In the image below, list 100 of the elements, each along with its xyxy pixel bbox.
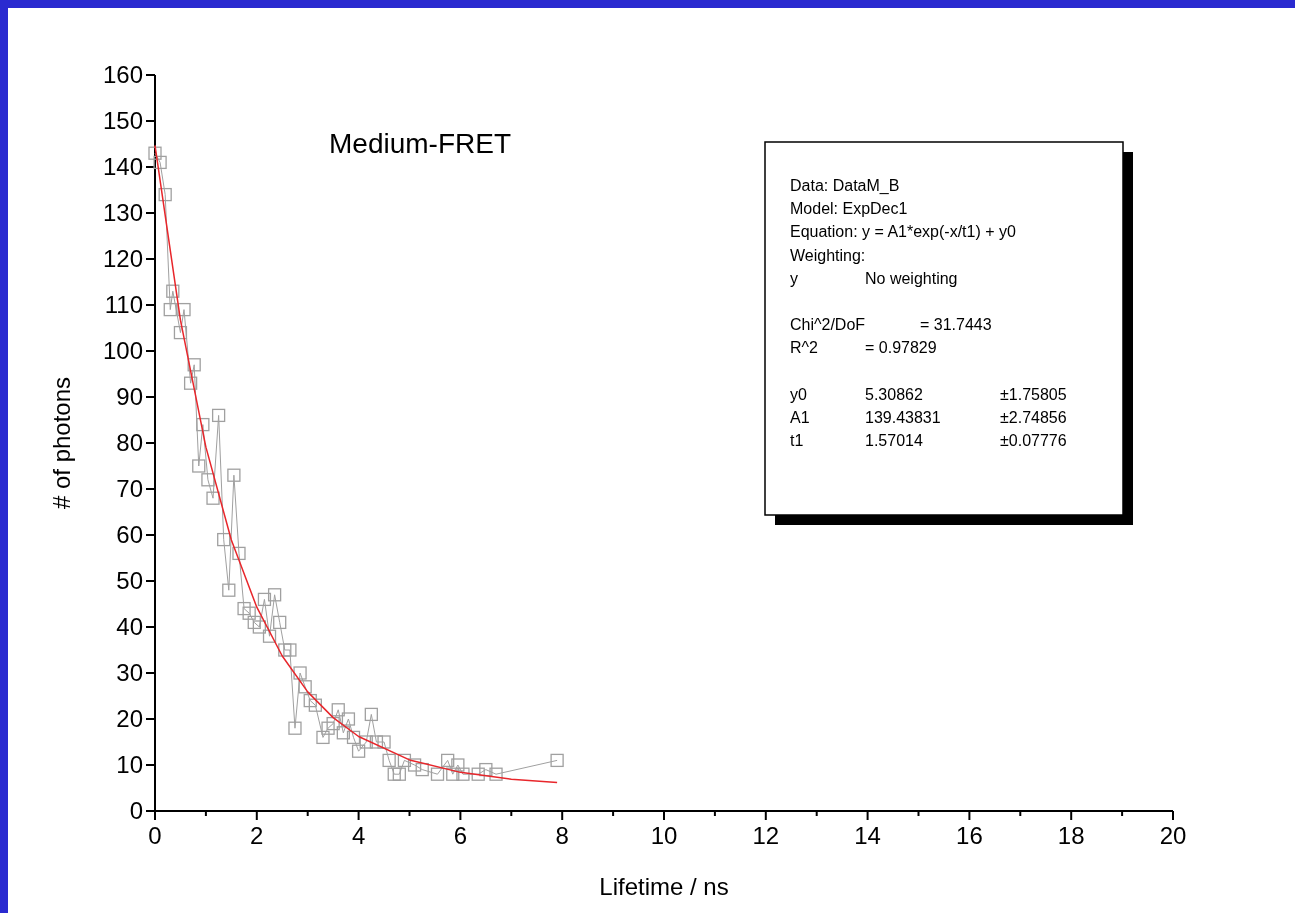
point bbox=[392, 767, 406, 781]
x-tick-label: 6 bbox=[453, 822, 468, 849]
point bbox=[288, 721, 302, 735]
y-tick-label: 0 bbox=[129, 797, 143, 824]
point bbox=[252, 620, 266, 634]
point bbox=[382, 753, 396, 768]
point bbox=[321, 721, 335, 735]
point bbox=[217, 532, 231, 547]
point bbox=[336, 726, 350, 740]
point bbox=[298, 680, 312, 694]
point bbox=[341, 712, 356, 726]
x-tick-label: 14 bbox=[854, 822, 881, 849]
point bbox=[331, 703, 345, 717]
annotation: Model: ExpDec1 bbox=[790, 200, 908, 218]
annotation: Weighting: bbox=[790, 246, 866, 264]
x-tick-label: 0 bbox=[148, 822, 162, 849]
point bbox=[232, 546, 246, 561]
point bbox=[237, 601, 251, 616]
annotation: Data: DataM_B bbox=[790, 177, 900, 195]
point bbox=[397, 753, 412, 768]
y-tick-label: 60 bbox=[116, 521, 143, 548]
point bbox=[192, 459, 206, 473]
point bbox=[446, 767, 460, 781]
point bbox=[278, 643, 292, 657]
text: t1 1.57014 ±0.07776 bbox=[790, 432, 1067, 450]
point bbox=[187, 358, 201, 372]
y-tick-label: 40 bbox=[116, 613, 143, 640]
x-tick-label: 8 bbox=[555, 822, 569, 849]
x-tick-label: 4 bbox=[351, 822, 366, 849]
y-tick-label: 70 bbox=[116, 475, 143, 502]
point bbox=[326, 716, 340, 731]
point bbox=[227, 468, 241, 482]
point bbox=[267, 588, 282, 602]
x-tick-label: 10 bbox=[650, 822, 678, 849]
point bbox=[303, 693, 317, 708]
point bbox=[308, 698, 322, 712]
x-tick-label: 16 bbox=[956, 822, 983, 849]
x-tick-label: 20 bbox=[1159, 822, 1187, 849]
point bbox=[369, 735, 384, 749]
point bbox=[222, 583, 236, 597]
x-tick-label: 18 bbox=[1057, 822, 1085, 849]
point bbox=[283, 643, 297, 657]
point bbox=[206, 491, 220, 505]
y-tick-label: 90 bbox=[116, 383, 143, 410]
point bbox=[247, 615, 261, 630]
point bbox=[346, 730, 361, 745]
y-tick-label: 150 bbox=[102, 107, 143, 134]
point bbox=[173, 325, 188, 340]
y-axis-title: # of photons bbox=[48, 376, 75, 510]
point bbox=[166, 284, 180, 298]
point bbox=[316, 730, 330, 745]
y-tick-label: 20 bbox=[116, 705, 143, 732]
y-tick-label: 80 bbox=[116, 429, 143, 456]
text: y0 5.30862 ±1.75805 bbox=[790, 385, 1067, 403]
point bbox=[177, 302, 191, 317]
point bbox=[211, 408, 226, 423]
point bbox=[550, 753, 564, 768]
text: Medium-FRET bbox=[328, 128, 512, 159]
point bbox=[351, 744, 366, 758]
point bbox=[407, 758, 422, 772]
text: R^2 = 0.97829 bbox=[790, 339, 937, 357]
x-axis-title: Lifetime / ns bbox=[599, 873, 729, 900]
y-tick-label: 140 bbox=[102, 153, 143, 180]
y-tick-label: 10 bbox=[116, 751, 143, 778]
point bbox=[377, 735, 391, 749]
point bbox=[201, 473, 215, 487]
point bbox=[158, 187, 172, 202]
point bbox=[196, 417, 210, 432]
point bbox=[471, 767, 485, 781]
point bbox=[242, 606, 256, 620]
point bbox=[430, 767, 445, 781]
point bbox=[183, 376, 198, 390]
x-tick-label: 12 bbox=[752, 822, 780, 849]
point bbox=[451, 758, 465, 772]
point bbox=[441, 753, 455, 768]
y-tick-label: 110 bbox=[104, 291, 143, 318]
point bbox=[387, 767, 401, 781]
text: A1 139.43831 ±2.74856 bbox=[790, 409, 1067, 426]
y-tick-label: 120 bbox=[102, 245, 143, 272]
x-tick-label: 2 bbox=[250, 822, 264, 849]
y-tick-label: 160 bbox=[102, 61, 143, 88]
y-tick-label: 50 bbox=[116, 567, 143, 594]
point bbox=[489, 767, 503, 781]
point bbox=[257, 592, 272, 607]
y-tick-label: 100 bbox=[102, 337, 143, 364]
text: y No weighting bbox=[790, 269, 958, 287]
point bbox=[262, 629, 277, 643]
y-tick-label: 130 bbox=[102, 199, 143, 226]
point bbox=[293, 666, 307, 680]
point bbox=[359, 735, 373, 749]
point bbox=[148, 146, 162, 160]
text: Chi^2/DoF = 31.7443 bbox=[790, 316, 992, 334]
point bbox=[364, 707, 378, 722]
point bbox=[273, 615, 287, 630]
point bbox=[456, 767, 470, 781]
y-tick-label: 30 bbox=[116, 659, 143, 686]
point bbox=[415, 762, 429, 777]
point bbox=[153, 155, 167, 170]
point bbox=[163, 302, 177, 317]
annotation: Equation: y = A1*exp(-x/t1) + y0 bbox=[790, 223, 1017, 241]
